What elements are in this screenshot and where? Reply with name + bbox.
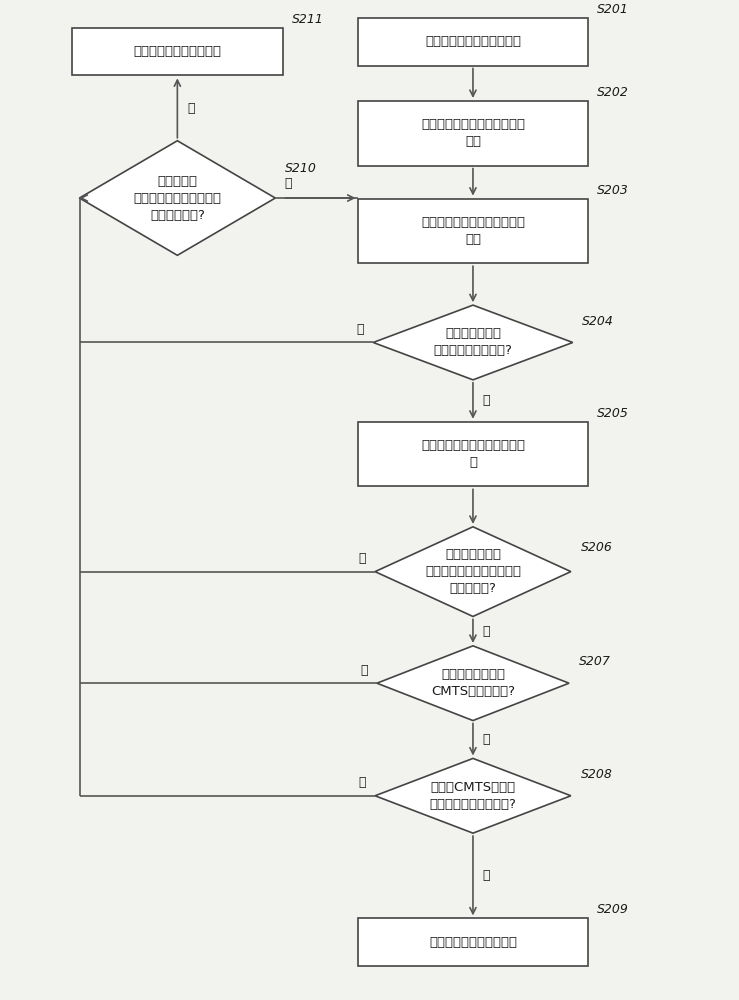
Text: 判断从下行
频谱划分出来的所有频道
是否扫描完成?: 判断从下行 频谱划分出来的所有频道 是否扫描完成? [133, 175, 222, 222]
Text: 上线成功，结束上线操作: 上线成功，结束上线操作 [429, 936, 517, 949]
Text: 是: 是 [187, 102, 194, 115]
Text: 是: 是 [483, 733, 490, 746]
Polygon shape [373, 305, 573, 380]
Polygon shape [375, 758, 571, 833]
Text: 否: 否 [358, 552, 367, 565]
Text: S210: S210 [285, 162, 317, 175]
Text: S205: S205 [597, 407, 629, 420]
Text: S211: S211 [292, 13, 324, 26]
Text: S209: S209 [597, 903, 629, 916]
Polygon shape [375, 527, 571, 616]
Text: 是: 是 [483, 625, 490, 638]
Text: 否: 否 [361, 664, 368, 677]
Text: 确定电缆调制解调器的下行频
道: 确定电缆调制解调器的下行频 道 [421, 439, 525, 469]
Text: S202: S202 [597, 86, 629, 99]
Text: 是: 是 [483, 394, 490, 407]
Text: S204: S204 [582, 315, 614, 328]
FancyBboxPatch shape [358, 422, 588, 486]
Text: 否: 否 [358, 776, 367, 789]
Text: S203: S203 [597, 184, 629, 197]
Text: 对当前待扫描频率的信号进行
调谐: 对当前待扫描频率的信号进行 调谐 [421, 216, 525, 246]
FancyBboxPatch shape [358, 18, 588, 66]
Text: 判断与CMTS服务器
建立上行通信是否成功?: 判断与CMTS服务器 建立上行通信是否成功? [429, 781, 517, 811]
Text: S206: S206 [581, 541, 613, 554]
Polygon shape [79, 141, 275, 255]
Text: S208: S208 [581, 768, 613, 781]
Text: 选择一个频率作为当前待扫描
频率: 选择一个频率作为当前待扫描 频率 [421, 118, 525, 148]
Text: 否: 否 [284, 177, 292, 190]
FancyBboxPatch shape [358, 918, 588, 966]
Text: S207: S207 [579, 655, 610, 668]
Text: 判断对中心频率
对应下行频道的信号解调解
码是否成功?: 判断对中心频率 对应下行频道的信号解调解 码是否成功? [425, 548, 521, 595]
Text: S201: S201 [597, 3, 629, 16]
Polygon shape [377, 646, 569, 721]
Text: 判断当前待扫描
频率的信号是否有效?: 判断当前待扫描 频率的信号是否有效? [434, 327, 512, 357]
Text: 是: 是 [483, 869, 490, 882]
FancyBboxPatch shape [358, 101, 588, 166]
Text: 否: 否 [357, 323, 364, 336]
Text: 对下行频谱进行频道的划分: 对下行频谱进行频道的划分 [425, 35, 521, 48]
FancyBboxPatch shape [72, 28, 282, 75]
Text: 上线失败，结束上线过程: 上线失败，结束上线过程 [133, 45, 222, 58]
FancyBboxPatch shape [358, 199, 588, 263]
Text: 判断是否成功获取
CMTS的配置信息?: 判断是否成功获取 CMTS的配置信息? [431, 668, 515, 698]
